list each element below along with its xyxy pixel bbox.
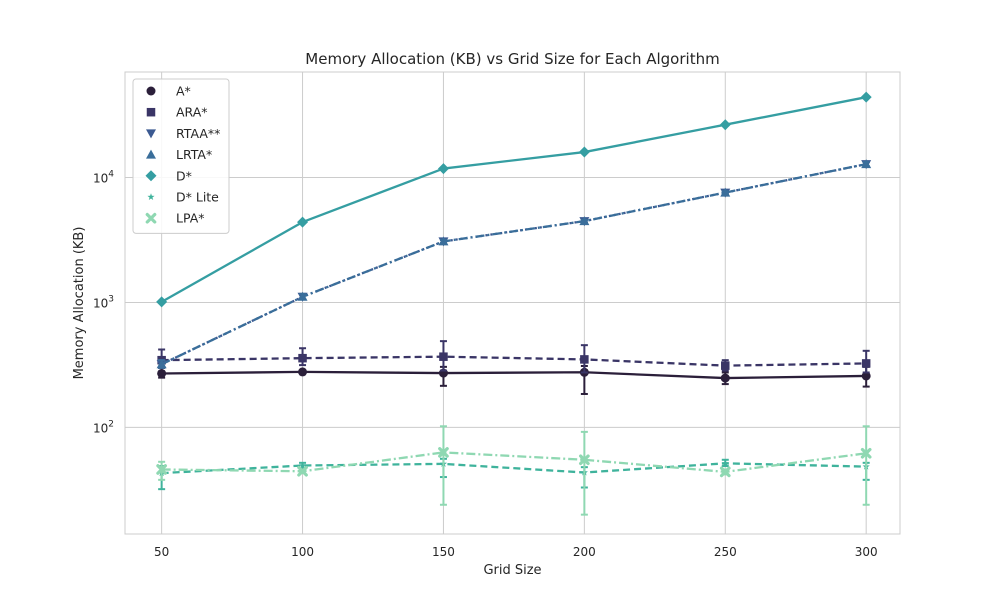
legend-item: A* xyxy=(146,84,191,99)
data-point xyxy=(156,296,168,308)
x-marker-stroke xyxy=(579,454,590,466)
legend-label: ARA* xyxy=(176,105,208,120)
data-point xyxy=(438,447,449,458)
x-marker-stroke xyxy=(297,465,308,477)
x-axis-label: Grid Size xyxy=(483,563,541,578)
legend-marker xyxy=(146,149,156,159)
legend-item: LRTA* xyxy=(146,147,212,162)
data-point xyxy=(297,216,309,228)
series-line xyxy=(161,355,867,367)
legend-item: ARA* xyxy=(146,105,208,120)
series-line xyxy=(161,96,867,303)
data-point xyxy=(861,159,872,169)
legend-label: RTAA** xyxy=(176,126,220,141)
y-tick-label: 102 xyxy=(93,419,114,435)
x-tick-label: 50 xyxy=(154,545,169,559)
legend: A* ARA* RTAA** LRTA* D* D* Lite LPA* xyxy=(132,78,230,234)
x-tick-labels: 50 100 150 200 250 300 xyxy=(154,545,878,559)
data-point xyxy=(298,353,307,363)
x-tick-label: 100 xyxy=(291,545,314,559)
data-point xyxy=(580,355,589,364)
series-lrta xyxy=(156,159,872,369)
legend-marker xyxy=(147,193,155,201)
legend-marker xyxy=(146,129,156,139)
data-point xyxy=(578,146,590,158)
x-marker-stroke xyxy=(719,466,731,478)
y-tick-labels: 102 103 104 xyxy=(93,170,114,436)
legend-item: LPA* xyxy=(145,211,205,226)
y-tick-label: 104 xyxy=(93,170,114,186)
data-point xyxy=(860,447,872,459)
data-point xyxy=(437,163,449,175)
x-tick-label: 200 xyxy=(573,545,596,559)
data-point xyxy=(721,361,730,370)
x-tick-label: 300 xyxy=(855,545,878,559)
legend-label: D* xyxy=(176,168,192,183)
legend-label: D* Lite xyxy=(176,190,219,205)
x-marker-stroke xyxy=(145,212,157,224)
data-point xyxy=(861,359,871,368)
data-point xyxy=(579,216,590,226)
x-marker-stroke xyxy=(156,464,167,475)
legend-label: LPA* xyxy=(176,211,205,226)
data-point xyxy=(719,119,731,131)
series-layer xyxy=(156,91,872,516)
data-point xyxy=(861,371,871,381)
data-point xyxy=(298,367,308,377)
data-point xyxy=(579,454,590,466)
legend-item: D* xyxy=(145,168,192,183)
data-point xyxy=(156,359,167,369)
legend-item: RTAA** xyxy=(146,126,220,141)
legend-marker xyxy=(145,170,157,182)
data-point xyxy=(438,236,449,246)
data-point xyxy=(721,459,729,467)
series-lpa xyxy=(156,425,872,516)
data-point xyxy=(297,465,308,477)
series-line xyxy=(161,462,867,475)
data-point xyxy=(720,373,730,383)
series-d xyxy=(156,91,872,308)
data-point xyxy=(719,466,731,478)
legend-marker xyxy=(146,107,156,117)
data-point xyxy=(720,187,731,197)
legend-item: D* Lite xyxy=(147,190,219,205)
plot-frame xyxy=(124,71,901,535)
y-axis-label: Memory Allocation (KB) xyxy=(72,227,87,380)
legend-marker xyxy=(146,86,156,96)
data-point xyxy=(298,461,307,469)
x-marker-stroke xyxy=(860,447,872,459)
legend-box xyxy=(132,78,230,234)
legend-label: LRTA* xyxy=(176,147,212,162)
data-point xyxy=(860,91,872,103)
chart-title: Memory Allocation (KB) vs Grid Size for … xyxy=(305,50,719,68)
data-point xyxy=(297,291,308,301)
series-line xyxy=(161,451,867,474)
data-point xyxy=(157,368,167,378)
legend-marker xyxy=(145,212,157,224)
data-point xyxy=(439,352,448,361)
legend-label: A* xyxy=(176,84,191,99)
x-marker-stroke xyxy=(438,447,449,458)
series-line xyxy=(161,370,867,380)
x-tick-label: 150 xyxy=(432,545,455,559)
series-line xyxy=(161,163,867,366)
data-point xyxy=(156,464,167,475)
x-tick-label: 250 xyxy=(714,545,737,559)
series-line xyxy=(161,163,867,366)
y-tick-label: 103 xyxy=(93,294,114,310)
